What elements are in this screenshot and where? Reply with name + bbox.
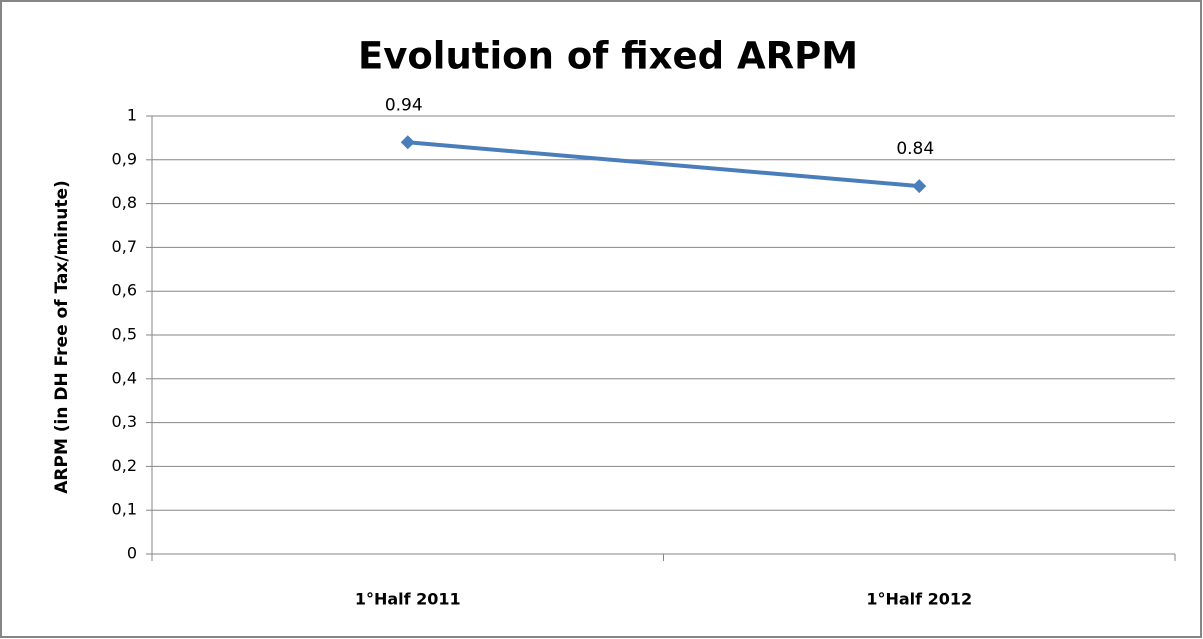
y-tick-label: 0,1: [112, 500, 137, 519]
series-line: [407, 140, 920, 189]
y-tick-label: 0,8: [112, 193, 137, 212]
y-tick-label: 0: [127, 544, 137, 563]
x-tick-label: 1°Half 2012: [866, 590, 972, 609]
y-tick-label: 0,7: [112, 237, 137, 256]
y-tick-label: 0,4: [112, 368, 137, 387]
y-tick-label: 0,5: [112, 325, 137, 344]
x-tick-label: 1°Half 2011: [355, 590, 461, 609]
y-tick-label: 0,9: [112, 149, 137, 168]
y-tick-label: 1: [127, 106, 137, 125]
data-label: 0.94: [385, 95, 423, 115]
chart-title: Evolution of fixed ARPM: [358, 35, 858, 78]
data-label: 0.84: [896, 139, 934, 159]
y-axis-title: ARPM (in DH Free of Tax/minute): [52, 180, 72, 494]
data-point: [400, 135, 415, 150]
data-point: [912, 179, 927, 194]
y-tick-label: 0,2: [112, 456, 137, 475]
y-tick-label: 0,6: [112, 281, 137, 300]
y-tick-label: 0,3: [112, 412, 137, 431]
